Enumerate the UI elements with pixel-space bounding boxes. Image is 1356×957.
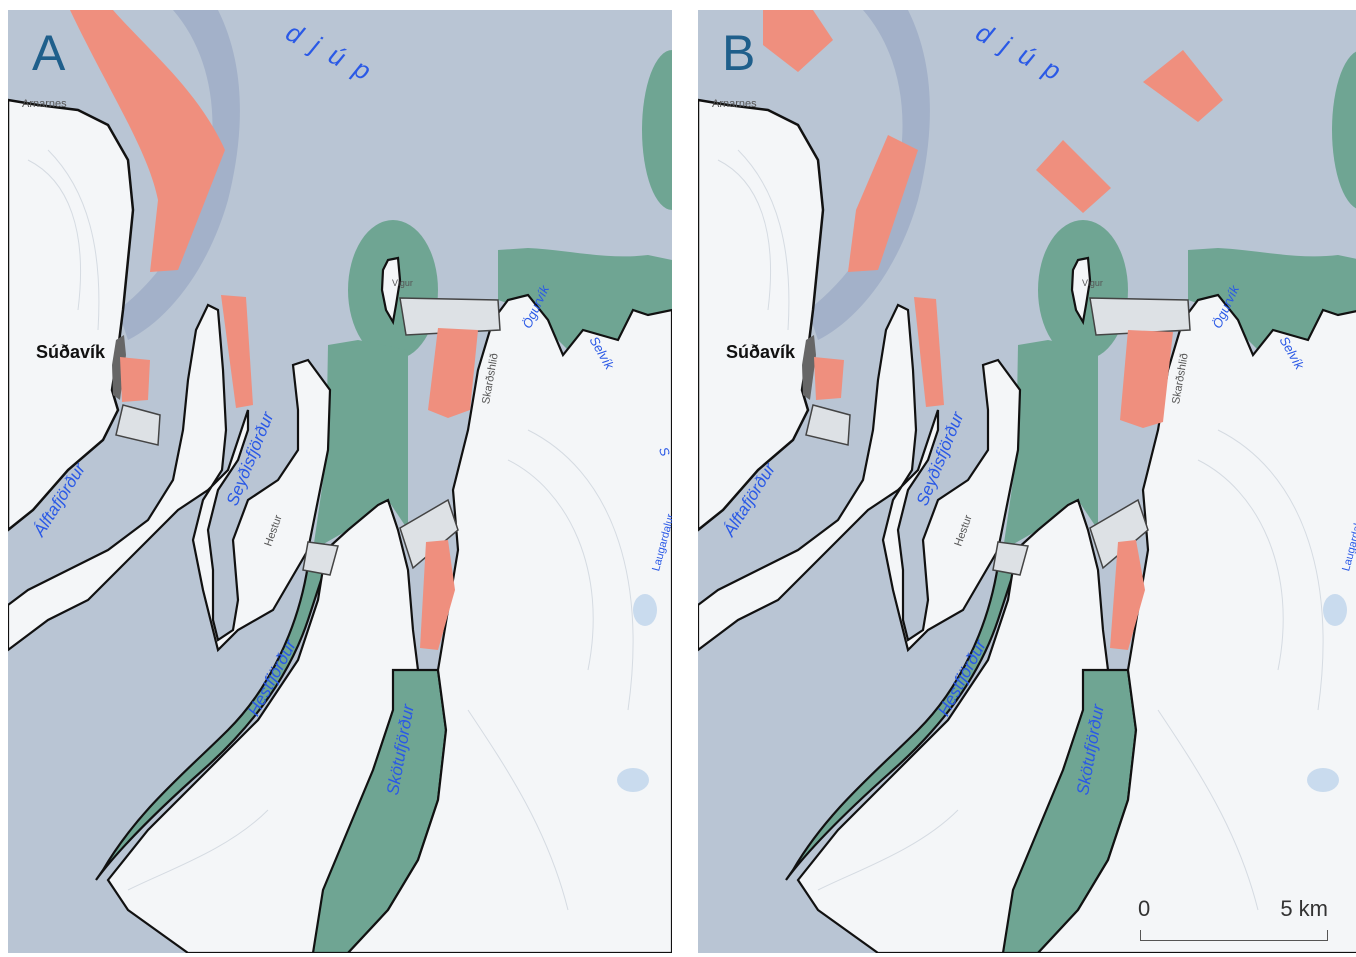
aquaculture-zones-b (763, 10, 1223, 650)
zone-b-7 (1120, 330, 1173, 428)
map-canvas-b (698, 10, 1356, 953)
zone-a-1 (70, 10, 225, 272)
scale-label-end: 5 km (1280, 896, 1328, 921)
zone-b-5 (914, 297, 944, 407)
panel-letter: A (32, 25, 66, 81)
zone-b-8 (1110, 540, 1145, 650)
map-panel-a: A djúp Arnarnes Súðavík Álftafjörður Sey… (8, 10, 672, 953)
panel-letter: B (722, 25, 756, 81)
zone-a-3 (120, 357, 150, 402)
island-label-vigur: Vigur (392, 278, 413, 288)
zone-b-2 (1143, 50, 1223, 122)
zone-b-4 (848, 135, 918, 272)
town-label-sudavik: Súðavík (726, 342, 796, 362)
map-canvas-a (8, 10, 672, 953)
place-label-arnarnes: Arnarnes (22, 98, 67, 110)
scale-label-zero: 0 (1138, 896, 1151, 921)
zone-b-1 (763, 10, 833, 72)
scale-bar: 0 5 km (1138, 896, 1328, 946)
zone-b-3 (1036, 140, 1111, 213)
zone-a-5 (420, 540, 455, 650)
zone-a-4 (428, 328, 478, 418)
zone-a-2 (221, 295, 253, 408)
aquaculture-zones-a (70, 10, 478, 650)
map-panel-b: B djúp Arnarnes Súðavík Álftafjörður Sey… (698, 10, 1356, 953)
scale-bar-line (1140, 930, 1328, 941)
place-label-arnarnes: Arnarnes (712, 98, 757, 110)
zone-b-6 (814, 357, 844, 400)
town-label-sudavik: Súðavík (36, 342, 106, 362)
island-label-vigur: Vigur (1082, 278, 1103, 288)
